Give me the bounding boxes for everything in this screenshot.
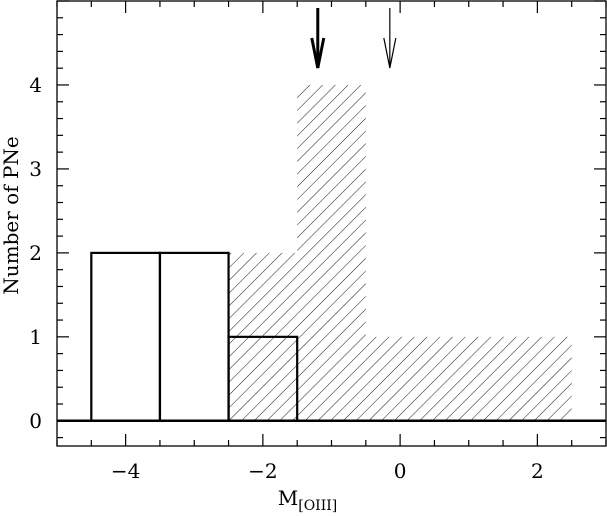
axis-ticks <box>56 0 607 446</box>
hatched-bar <box>365 336 435 421</box>
outline-bar <box>158 251 230 422</box>
bold-arrow <box>310 8 326 69</box>
y-tick-label: 0 <box>29 409 42 433</box>
y-tick-label: 1 <box>29 325 42 349</box>
x-axis-label-subscript: [OIII] <box>298 498 337 514</box>
y-axis-label: Number of PNe <box>0 136 23 295</box>
hatched-bars <box>228 84 572 421</box>
x-axis-label-main: M <box>278 486 298 510</box>
hatched-bar <box>297 84 366 421</box>
x-tick-label: 0 <box>394 459 407 483</box>
y-tick-label: 4 <box>29 73 42 97</box>
thin-arrow <box>383 8 397 69</box>
y-tick-labels: 0 1 2 3 4 <box>29 73 42 433</box>
x-tick-label: −2 <box>248 459 277 483</box>
y-tick-label: 3 <box>29 157 42 181</box>
x-axis-label: M[OIII] <box>278 486 337 514</box>
hatched-bar <box>503 336 572 421</box>
hatched-bar <box>434 336 504 421</box>
x-tick-label: −4 <box>111 459 140 483</box>
x-tick-label: 2 <box>531 459 544 483</box>
y-tick-label: 2 <box>29 241 42 265</box>
arrows <box>310 8 397 69</box>
x-tick-labels: −4 −2 0 2 <box>111 459 544 483</box>
outline-bar <box>90 251 162 422</box>
